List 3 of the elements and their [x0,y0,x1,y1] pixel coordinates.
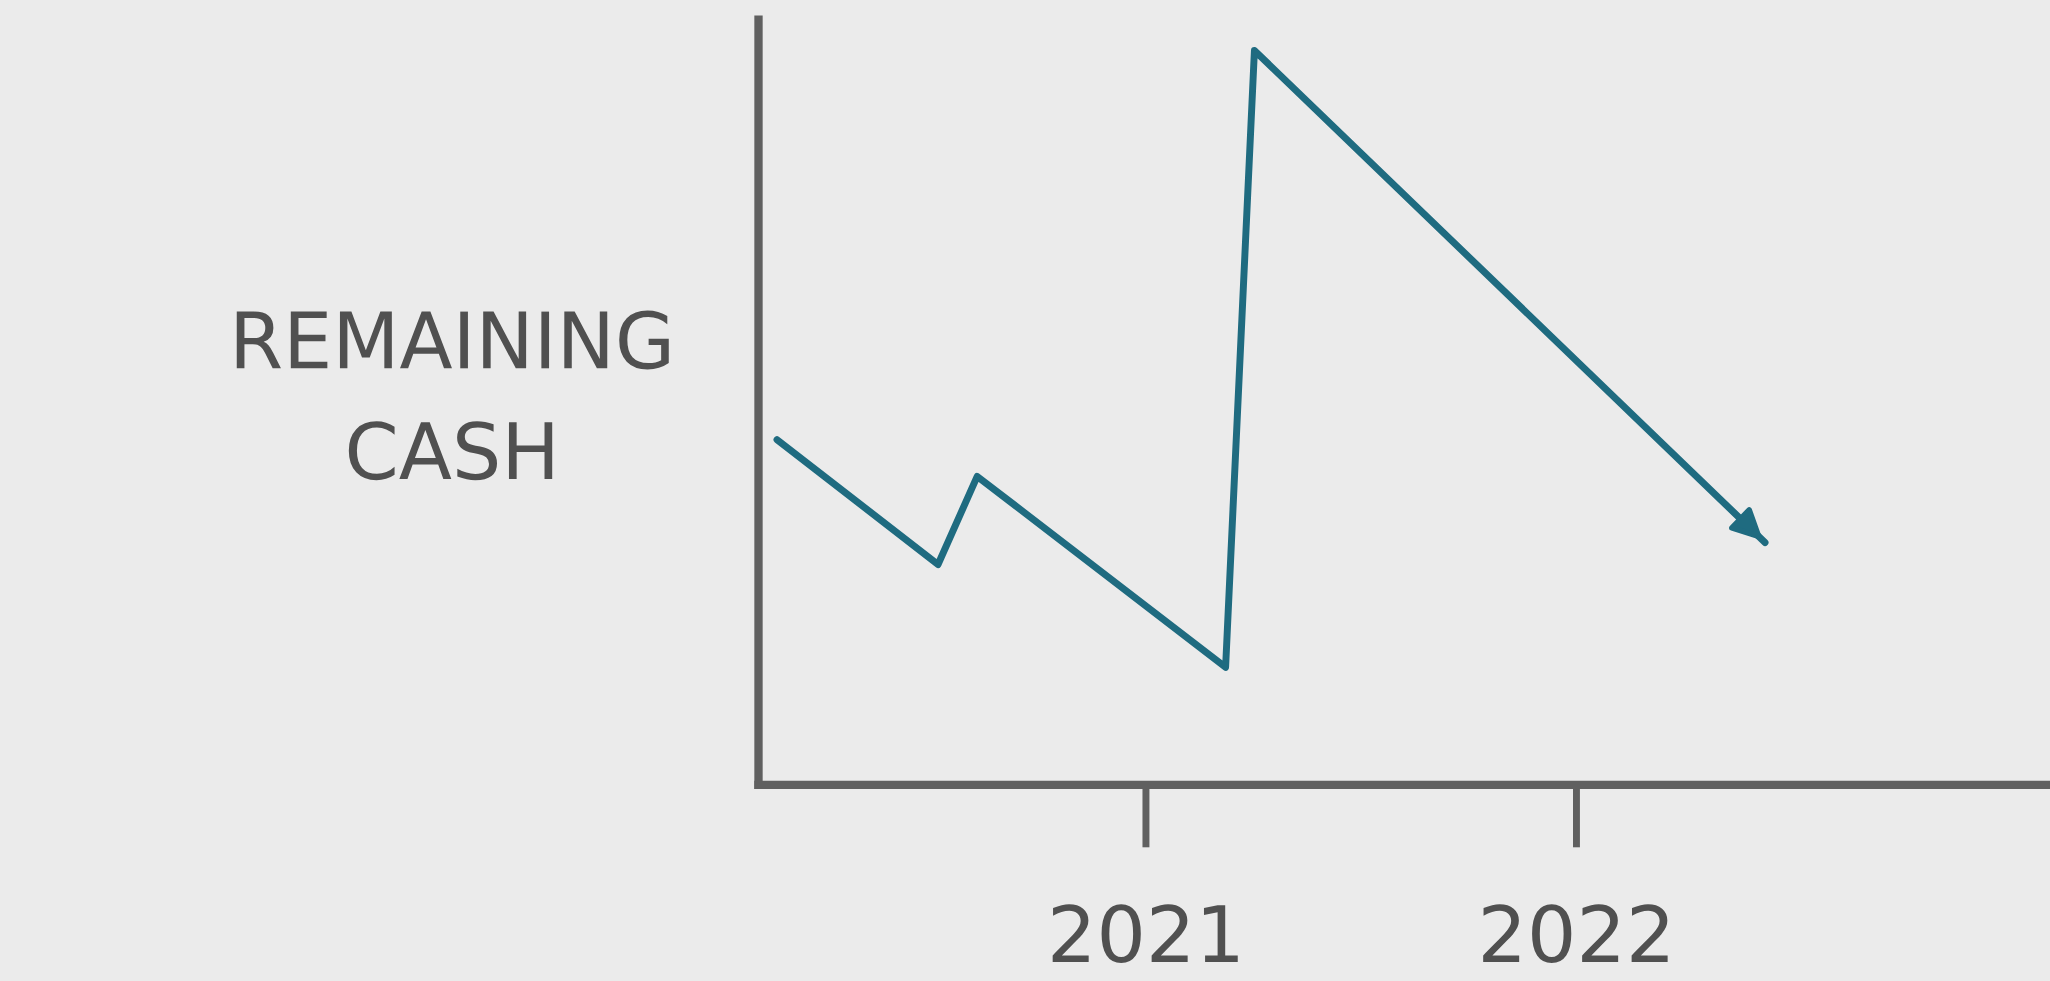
x-tick-label: 2021 [1052,904,1238,964]
y-axis-title: REMAINING CASH [236,310,669,481]
x-tick-label: 2022 [1483,904,1668,964]
